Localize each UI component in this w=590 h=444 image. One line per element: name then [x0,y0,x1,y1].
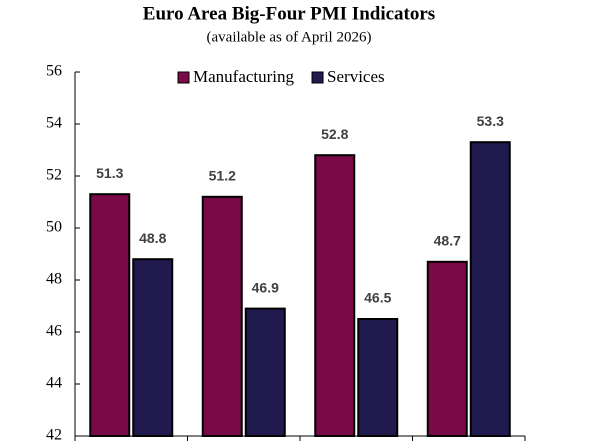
legend-swatch [311,71,324,84]
bar [89,193,131,437]
bar [201,195,243,437]
value-label: 51.3 [96,165,123,181]
legend-swatch [177,71,190,84]
value-label: 52.8 [321,126,348,142]
y-tick-label: 52 [46,167,62,184]
y-tick-label: 56 [46,63,62,80]
value-label: 48.7 [434,233,461,249]
y-tick-label: 50 [46,219,62,236]
bar [244,307,286,438]
legend-label: Manufacturing [193,67,295,86]
chart-title: Euro Area Big-Four PMI Indicators [143,3,435,24]
y-tick-label: 48 [46,271,62,288]
chart-subtitle: (available as of April 2026) [207,29,372,45]
bar [357,318,399,437]
y-tick-label: 54 [46,115,62,132]
value-label: 46.9 [252,279,279,295]
y-tick-label: 42 [46,427,62,444]
value-label: 46.5 [364,290,391,306]
value-label: 51.2 [209,168,236,184]
value-label: 53.3 [477,113,504,129]
y-tick-label: 46 [46,323,62,340]
bar [426,260,468,437]
value-label: 48.8 [139,230,166,246]
bar [314,154,356,437]
bar [132,258,174,438]
bar [469,141,511,437]
y-tick-label: 44 [46,375,62,392]
legend-label: Services [327,67,385,86]
